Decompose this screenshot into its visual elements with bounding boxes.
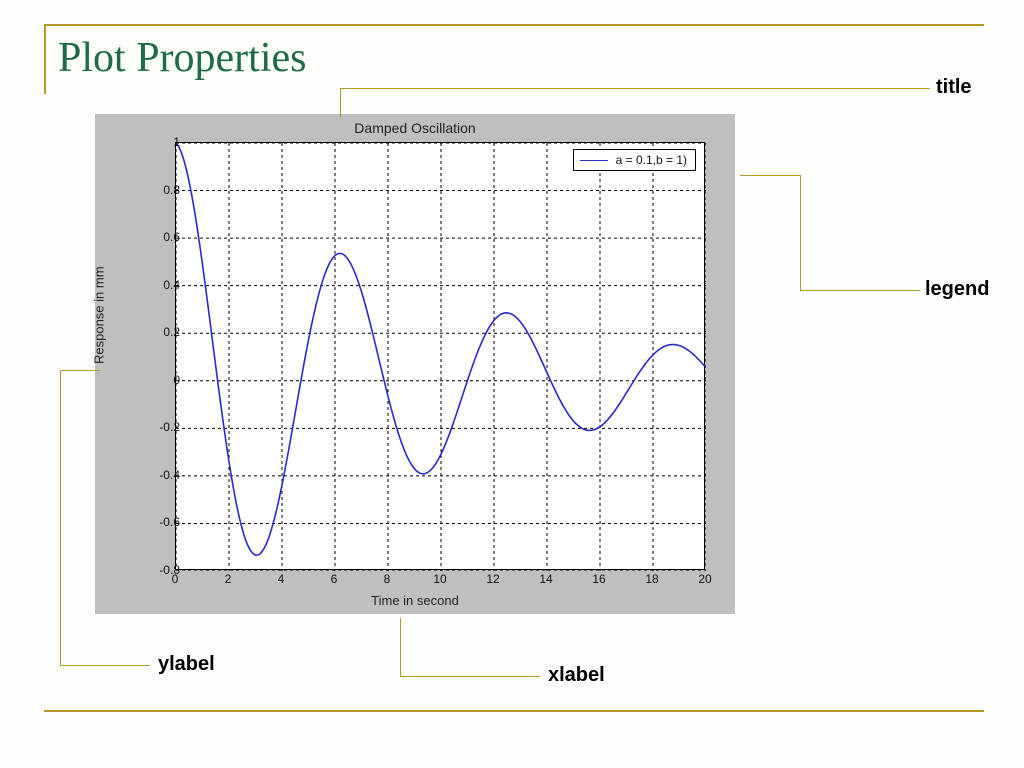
callout-label-title: title bbox=[936, 76, 972, 99]
xtick: 4 bbox=[278, 572, 285, 586]
callout-label-legend: legend bbox=[925, 278, 989, 301]
legend-label: a = 0.1,b = 1) bbox=[616, 153, 687, 167]
ytick: 0.6 bbox=[152, 230, 180, 244]
chart-xlabel: Time in second bbox=[95, 593, 735, 608]
chart-legend: a = 0.1,b = 1) bbox=[573, 149, 696, 171]
callout-line-xlabel-h bbox=[400, 676, 540, 677]
legend-swatch bbox=[580, 160, 608, 161]
callout-line-legend-h1 bbox=[740, 175, 800, 176]
callout-line-title-h1 bbox=[340, 88, 930, 89]
xtick: 12 bbox=[486, 572, 499, 586]
chart-axes-svg bbox=[176, 143, 706, 571]
callout-label-xlabel: xlabel bbox=[548, 664, 605, 687]
callout-line-ylabel-h1 bbox=[60, 370, 100, 371]
ytick: 0.8 bbox=[152, 183, 180, 197]
callout-line-ylabel-h2 bbox=[60, 665, 150, 666]
ytick: 0 bbox=[152, 373, 180, 387]
slide-heading: Plot Properties bbox=[58, 34, 313, 84]
chart-figure: Damped Oscillation Response in mm a = 0.… bbox=[95, 114, 735, 614]
xtick: 2 bbox=[225, 572, 232, 586]
chart-ylabel: Response in mm bbox=[92, 266, 107, 364]
ytick: -0.6 bbox=[152, 515, 180, 529]
callout-line-xlabel-v bbox=[400, 618, 401, 676]
ytick: -0.4 bbox=[152, 468, 180, 482]
chart-title: Damped Oscillation bbox=[95, 120, 735, 136]
chart-axes: a = 0.1,b = 1) bbox=[175, 142, 705, 570]
xtick: 18 bbox=[645, 572, 658, 586]
callout-line-title-v bbox=[340, 88, 341, 118]
ytick: -0.2 bbox=[152, 420, 180, 434]
xtick: 14 bbox=[539, 572, 552, 586]
xtick: 20 bbox=[698, 572, 711, 586]
callout-line-legend-h2 bbox=[800, 290, 920, 291]
xtick: 8 bbox=[384, 572, 391, 586]
xtick: 10 bbox=[433, 572, 446, 586]
ytick: 0.4 bbox=[152, 278, 180, 292]
slide-frame-top-line bbox=[44, 24, 984, 26]
slide-frame-corner-vertical bbox=[44, 24, 46, 94]
xtick: 6 bbox=[331, 572, 338, 586]
ytick: 1 bbox=[152, 135, 180, 149]
slide-frame-bottom-line bbox=[44, 710, 984, 712]
callout-line-legend-v bbox=[800, 175, 801, 290]
xtick: 16 bbox=[592, 572, 605, 586]
ytick: 0.2 bbox=[152, 325, 180, 339]
callout-line-ylabel-v1 bbox=[60, 370, 61, 665]
ytick: -0.8 bbox=[152, 563, 180, 577]
callout-label-ylabel: ylabel bbox=[158, 653, 215, 676]
